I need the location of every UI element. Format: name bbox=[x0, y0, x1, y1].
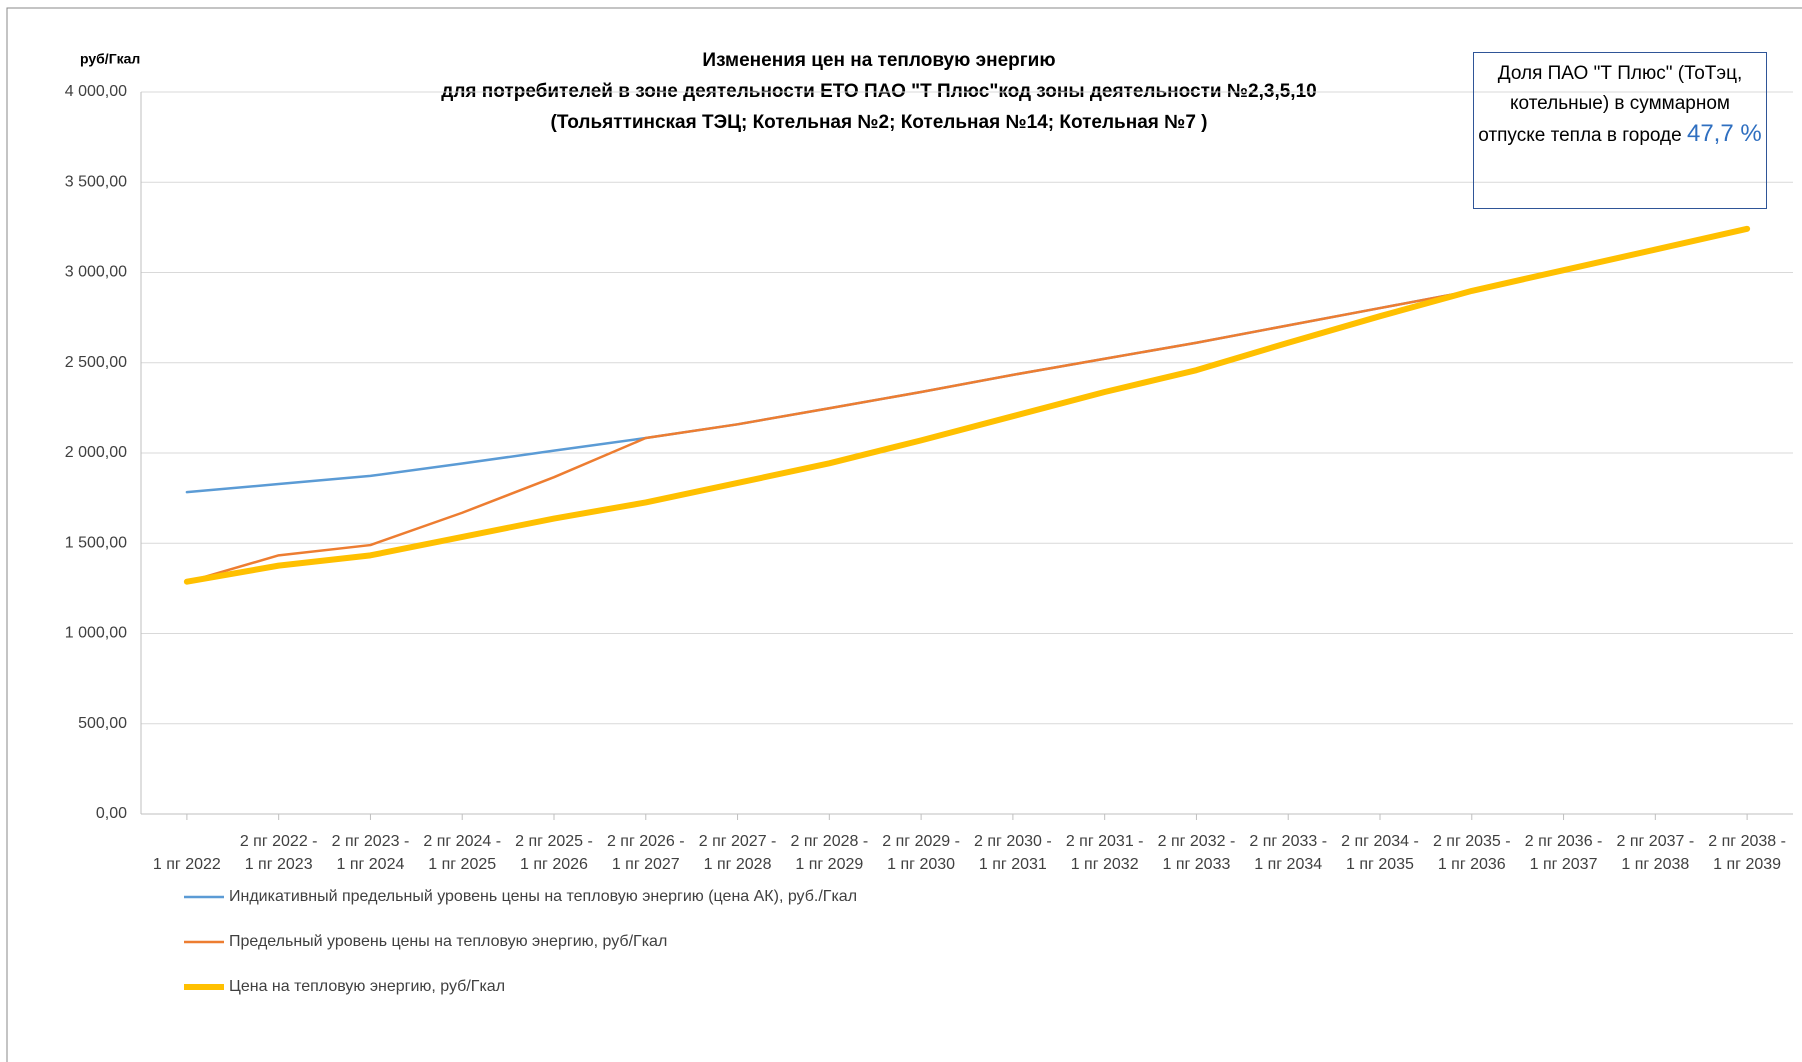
y-tick-label: 2 500,00 bbox=[65, 354, 127, 371]
x-tick-label: 2 пг 2024 - 1 пг 2025 bbox=[423, 833, 502, 873]
annotation-value: 47,7 % bbox=[1686, 120, 1762, 147]
chart-title: Изменения цен на тепловую энергию bbox=[702, 50, 1055, 71]
chart-title: (Тольяттинская ТЭЦ; Котельная №2; Котель… bbox=[551, 112, 1208, 133]
y-tick-label: 3 000,00 bbox=[65, 264, 127, 281]
y-tick-label: 1 000,00 bbox=[65, 625, 127, 642]
y-tick-label: 3 500,00 bbox=[65, 173, 127, 190]
x-tick-label: 2 пг 2033 - 1 пг 2034 bbox=[1249, 833, 1328, 873]
x-tick-label: 2 пг 2028 - 1 пг 2029 bbox=[790, 833, 869, 873]
y-tick-label: 4 000,00 bbox=[65, 83, 127, 100]
annotation-box: Доля ПАО "Т Плюс" (ТоТэц, котельные) в с… bbox=[1473, 52, 1767, 209]
x-tick-label: 2 пг 2031 - 1 пг 2032 bbox=[1065, 833, 1144, 873]
series-line bbox=[183, 225, 1751, 585]
y-tick-label: 0,00 bbox=[96, 805, 127, 822]
y-axis-label: руб/Гкал bbox=[80, 51, 140, 67]
x-tick-label: 2 пг 2032 - 1 пг 2033 bbox=[1157, 833, 1236, 873]
x-tick-label: 2 пг 2026 - 1 пг 2027 bbox=[606, 833, 685, 873]
chart-border bbox=[6, 7, 1802, 1062]
x-tick-label: 2 пг 2023 - 1 пг 2024 bbox=[331, 833, 410, 873]
y-tick-label: 2 000,00 bbox=[65, 444, 127, 461]
x-tick-label: 2 пг 2022 - 1 пг 2023 bbox=[239, 833, 318, 873]
y-tick-label: 1 500,00 bbox=[65, 534, 127, 551]
x-tick-label: 2 пг 2027 - 1 пг 2028 bbox=[698, 833, 777, 873]
y-tick-label: 500,00 bbox=[78, 715, 127, 732]
legend-label: Цена на тепловую энергию, руб/Гкал bbox=[229, 978, 505, 995]
x-tick-label: 2 пг 2030 - 1 пг 2031 bbox=[974, 833, 1052, 873]
x-tick-label: 2 пг 2035 - 1 пг 2036 bbox=[1432, 833, 1511, 873]
x-tick-label: 2 пг 2034 - 1 пг 2035 bbox=[1341, 833, 1419, 873]
annotation-text: Доля ПАО "Т Плюс" (ТоТэц, котельные) в с… bbox=[1478, 63, 1743, 146]
x-tick-label: 2 пг 2038 - 1 пг 2039 bbox=[1708, 833, 1786, 873]
legend-label: Предельный уровень цены на тепловую энер… bbox=[229, 933, 667, 950]
x-tick-label: 2 пг 2036 - 1 пг 2037 bbox=[1524, 833, 1603, 873]
x-tick-label: 2 пг 2025 - 1 пг 2026 bbox=[515, 833, 593, 873]
x-tick-label: 1 пг 2022 bbox=[152, 856, 221, 873]
x-tick-label: 2 пг 2037 - 1 пг 2038 bbox=[1616, 833, 1695, 873]
legend-label: Индикативный предельный уровень цены на … bbox=[229, 888, 857, 905]
x-tick-label: 2 пг 2029 - 1 пг 2030 bbox=[882, 833, 960, 873]
